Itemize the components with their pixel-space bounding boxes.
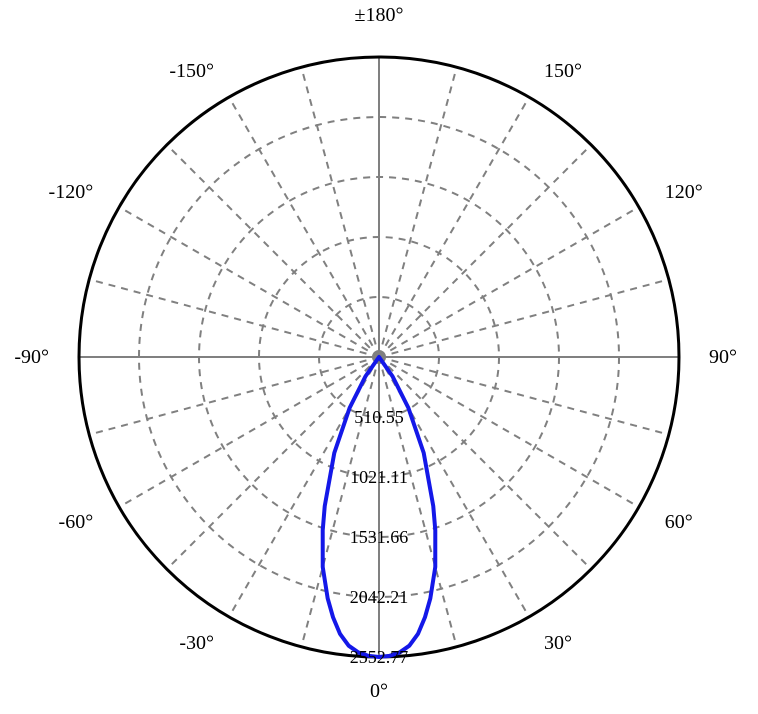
radial-label: 510.55 (354, 407, 404, 427)
polar-chart: ±180° 150° 120° 90° 60° 30° 0° -30° -60° -90° -120… (0, 0, 758, 714)
angle-label: 120° (665, 181, 703, 203)
angle-label: -150° (169, 60, 214, 82)
angle-label: 90° (709, 346, 737, 368)
radial-label: 2552.77 (350, 647, 409, 667)
angle-label: -30° (179, 632, 214, 654)
angle-label: -60° (59, 511, 94, 533)
angle-label: 30° (544, 632, 572, 654)
radial-label: 1021.11 (350, 467, 408, 487)
radial-label: 1531.66 (350, 527, 409, 547)
angle-label: -90° (14, 346, 49, 368)
angle-label: -120° (49, 181, 94, 203)
angle-label: 150° (544, 60, 582, 82)
angle-label: 0° (370, 680, 388, 702)
radial-label: 2042.21 (350, 587, 409, 607)
polar-chart-svg: ±180° 150° 120° 90° 60° 30° 0° -30° -60° -90° -120… (0, 0, 758, 714)
angle-label: ±180° (355, 4, 404, 26)
angle-label: 60° (665, 511, 693, 533)
